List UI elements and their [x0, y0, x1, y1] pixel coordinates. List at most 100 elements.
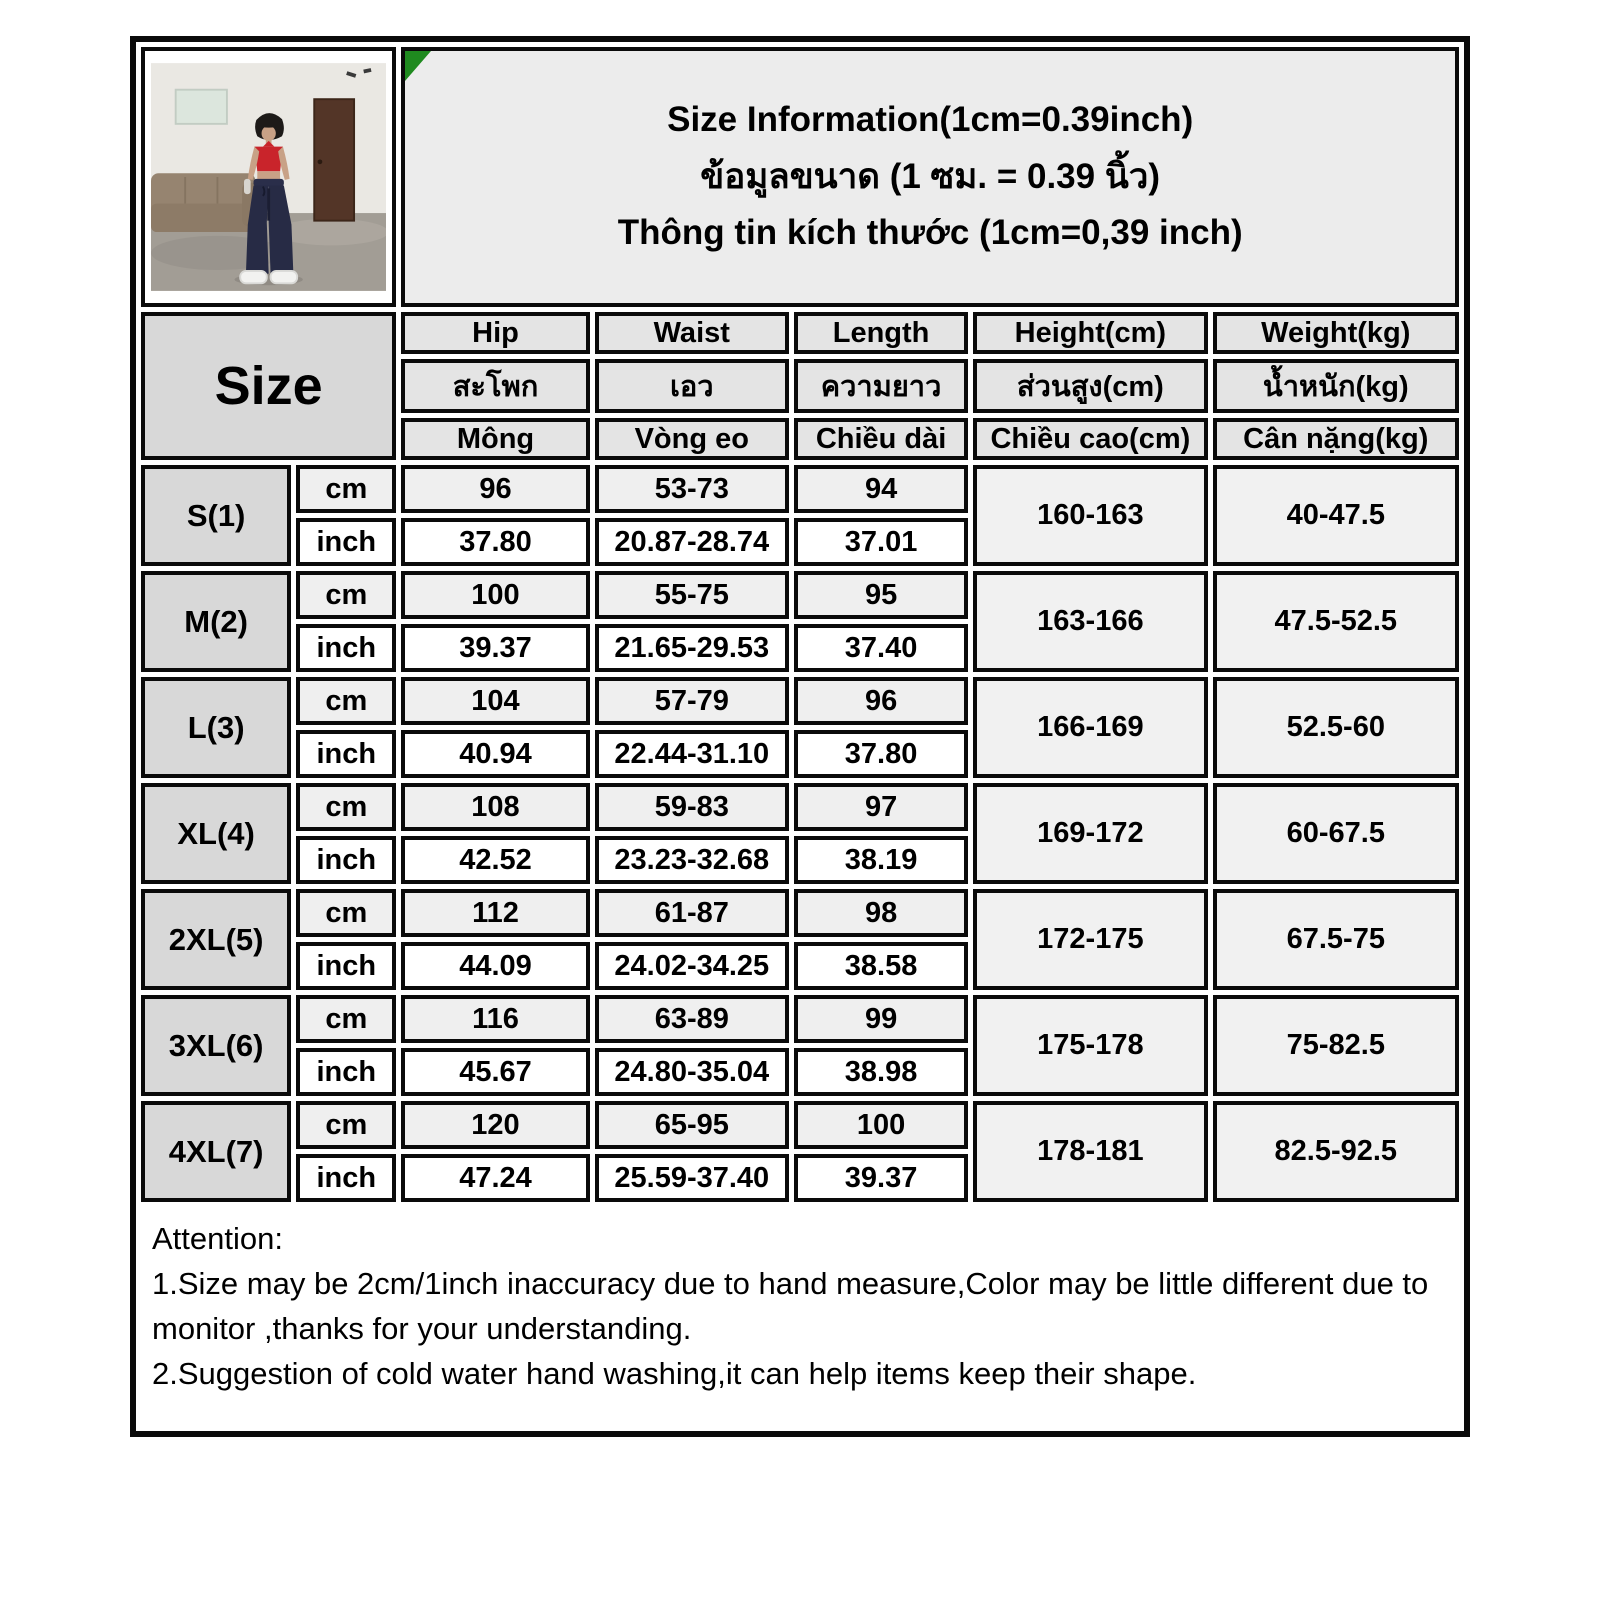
unit-cell: inch — [296, 836, 397, 884]
length-cell: 37.40 — [793, 624, 969, 672]
header-height-th: ส่วนสูง(cm) — [973, 359, 1208, 413]
weight-cell: 67.5-75 — [1212, 889, 1459, 990]
attention-note: Attention: 1.Size may be 2cm/1inch inacc… — [136, 1207, 1464, 1431]
header-height-en: Height(cm) — [973, 312, 1208, 354]
header-hip-en: Hip — [401, 312, 590, 354]
hip-cell: 45.67 — [401, 1048, 590, 1096]
waist-cell: 55-75 — [594, 571, 789, 619]
header-waist-th: เอว — [594, 359, 789, 413]
hip-cell: 37.80 — [401, 518, 590, 566]
row-m2-inch: inch 39.37 21.65-29.53 37.40 — [141, 624, 1459, 672]
unit-cell: inch — [296, 942, 397, 990]
unit-cell: inch — [296, 624, 397, 672]
length-cell: 95 — [793, 571, 969, 619]
hip-cell: 39.37 — [401, 624, 590, 672]
unit-cell: inch — [296, 1048, 397, 1096]
header-waist-vi: Vòng eo — [594, 418, 789, 460]
height-cell: 175-178 — [973, 995, 1208, 1096]
row-2xl5-cm: 2XL(5) cm 112 61-87 98 172-175 67.5-75 — [141, 889, 1459, 990]
weight-cell: 47.5-52.5 — [1212, 571, 1459, 672]
header-length-th: ความยาว — [793, 359, 969, 413]
title-english: Size Information(1cm=0.39inch) — [667, 99, 1194, 139]
attention-heading: Attention: — [152, 1221, 283, 1256]
hip-cell: 42.52 — [401, 836, 590, 884]
hip-cell: 116 — [401, 995, 590, 1043]
size-corner-cell: Size — [141, 312, 397, 460]
unit-cell: cm — [296, 571, 397, 619]
waist-cell: 21.65-29.53 — [594, 624, 789, 672]
unit-cell: cm — [296, 1101, 397, 1149]
unit-cell: cm — [296, 995, 397, 1043]
unit-cell: inch — [296, 730, 397, 778]
waist-cell: 23.23-32.68 — [594, 836, 789, 884]
weight-cell: 82.5-92.5 — [1212, 1101, 1459, 1202]
size-label-cell: 3XL(6) — [141, 995, 292, 1096]
row-s1-inch: inch 37.80 20.87-28.74 37.01 — [141, 518, 1459, 566]
header-weight-th: น้ำหนัก(kg) — [1212, 359, 1459, 413]
row-2xl5-inch: inch 44.09 24.02-34.25 38.58 — [141, 942, 1459, 990]
hip-cell: 120 — [401, 1101, 590, 1149]
product-photo — [151, 63, 387, 291]
length-cell: 39.37 — [793, 1154, 969, 1202]
waist-cell: 53-73 — [594, 465, 789, 513]
waist-cell: 20.87-28.74 — [594, 518, 789, 566]
length-cell: 37.80 — [793, 730, 969, 778]
length-cell: 37.01 — [793, 518, 969, 566]
hip-cell: 96 — [401, 465, 590, 513]
length-cell: 38.19 — [793, 836, 969, 884]
row-l3-inch: inch 40.94 22.44-31.10 37.80 — [141, 730, 1459, 778]
unit-cell: cm — [296, 889, 397, 937]
unit-cell: cm — [296, 677, 397, 725]
header-length-vi: Chiều dài — [793, 418, 969, 460]
hip-cell: 112 — [401, 889, 590, 937]
row-4xl7-inch: inch 47.24 25.59-37.40 39.37 — [141, 1154, 1459, 1202]
row-xl4-cm: XL(4) cm 108 59-83 97 169-172 60-67.5 — [141, 783, 1459, 884]
waist-cell: 25.59-37.40 — [594, 1154, 789, 1202]
row-xl4-inch: inch 42.52 23.23-32.68 38.19 — [141, 836, 1459, 884]
title-vietnamese: Thông tin kích thước (1cm=0,39 inch) — [617, 213, 1243, 253]
row-s1-cm: S(1) cm 96 53-73 94 160-163 40-47.5 — [141, 465, 1459, 566]
length-cell: 38.58 — [793, 942, 969, 990]
attention-note-1: 1.Size may be 2cm/1inch inaccuracy due t… — [152, 1265, 1429, 1346]
header-length-en: Length — [793, 312, 969, 354]
height-cell: 160-163 — [973, 465, 1208, 566]
waist-cell: 63-89 — [594, 995, 789, 1043]
row-3xl6-cm: 3XL(6) cm 116 63-89 99 175-178 75-82.5 — [141, 995, 1459, 1096]
title-cell: Size Information(1cm=0.39inch) ข้อมูลขนา… — [401, 47, 1459, 307]
unit-cell: cm — [296, 783, 397, 831]
length-cell: 94 — [793, 465, 969, 513]
length-cell: 38.98 — [793, 1048, 969, 1096]
unit-cell: inch — [296, 1154, 397, 1202]
height-cell: 163-166 — [973, 571, 1208, 672]
weight-cell: 60-67.5 — [1212, 783, 1459, 884]
size-label-cell: 2XL(5) — [141, 889, 292, 990]
header-waist-en: Waist — [594, 312, 789, 354]
size-label-cell: 4XL(7) — [141, 1101, 292, 1202]
height-cell: 178-181 — [973, 1101, 1208, 1202]
waist-cell: 59-83 — [594, 783, 789, 831]
unit-cell: cm — [296, 465, 397, 513]
row-4xl7-cm: 4XL(7) cm 120 65-95 100 178-181 82.5-92.… — [141, 1101, 1459, 1202]
header-weight-en: Weight(kg) — [1212, 312, 1459, 354]
waist-cell: 61-87 — [594, 889, 789, 937]
hip-cell: 104 — [401, 677, 590, 725]
length-cell: 100 — [793, 1101, 969, 1149]
attention-note-2: 2.Suggestion of cold water hand washing,… — [152, 1355, 1197, 1391]
waist-cell: 22.44-31.10 — [594, 730, 789, 778]
wall-picture — [174, 88, 228, 125]
hip-cell: 108 — [401, 783, 590, 831]
size-label-cell: S(1) — [141, 465, 292, 566]
model — [234, 113, 303, 286]
title-thai: ข้อมูลขนาด (1 ซม. = 0.39 นิ้ว) — [700, 156, 1161, 196]
weight-cell: 75-82.5 — [1212, 995, 1459, 1096]
header-hip-th: สะโพก — [401, 359, 590, 413]
weight-cell: 40-47.5 — [1212, 465, 1459, 566]
hip-cell: 47.24 — [401, 1154, 590, 1202]
waist-cell: 24.02-34.25 — [594, 942, 789, 990]
hip-cell: 40.94 — [401, 730, 590, 778]
height-cell: 166-169 — [973, 677, 1208, 778]
hip-cell: 44.09 — [401, 942, 590, 990]
row-m2-cm: M(2) cm 100 55-75 95 163-166 47.5-52.5 — [141, 571, 1459, 672]
length-cell: 98 — [793, 889, 969, 937]
size-chart-sheet: Size Information(1cm=0.39inch) ข้อมูลขนา… — [130, 36, 1470, 1437]
